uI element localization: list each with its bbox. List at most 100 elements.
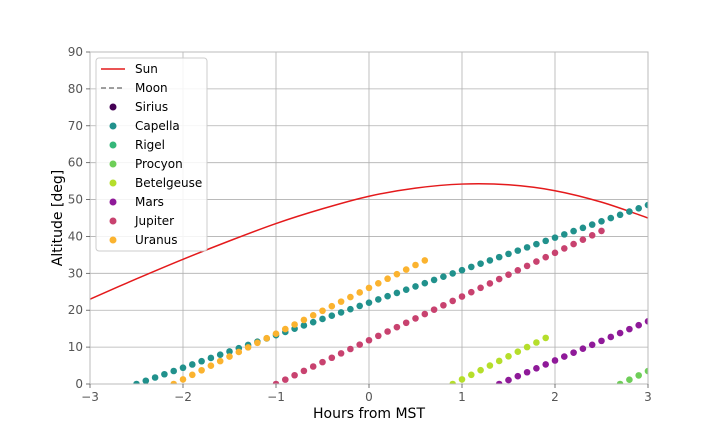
jupiter-point <box>542 253 549 261</box>
capella-point <box>412 283 419 290</box>
jupiter-point <box>291 371 298 379</box>
jupiter-point <box>561 245 568 252</box>
legend-swatch-capella <box>109 122 117 130</box>
capella-point <box>161 370 168 378</box>
legend-label-procyon: Procyon <box>135 157 183 171</box>
capella-point <box>179 364 187 372</box>
capella-point <box>551 234 559 241</box>
capella-point <box>449 270 457 277</box>
y-tick-label: 20 <box>68 303 83 317</box>
capella-point <box>616 211 624 219</box>
capella-point <box>486 257 494 264</box>
uranus-point <box>384 275 391 283</box>
capella-point <box>495 253 503 261</box>
jupiter-point <box>347 345 354 353</box>
jupiter-point <box>449 297 457 305</box>
uranus-point <box>272 330 280 337</box>
procyon-point <box>616 380 624 384</box>
y-tick-label: 40 <box>68 229 83 243</box>
uranus-point <box>365 284 373 292</box>
mars-point <box>495 380 503 384</box>
jupiter-point <box>430 306 438 313</box>
capella-point <box>598 218 605 225</box>
legend-swatch-betelgeuse <box>109 179 117 187</box>
legend-swatch-uranus <box>109 236 117 244</box>
legend-label-capella: Capella <box>135 119 180 133</box>
capella-point <box>421 279 429 287</box>
betelgeuse-point <box>505 353 512 360</box>
y-tick-label: 90 <box>68 45 83 59</box>
jupiter-point <box>570 240 577 248</box>
x-tick-label: 2 <box>551 390 559 404</box>
capella-point <box>384 292 391 300</box>
capella-point <box>402 286 410 293</box>
uranus-point <box>226 353 233 360</box>
capella-point <box>375 296 382 303</box>
capella-point <box>477 260 484 267</box>
uranus-point <box>244 344 252 351</box>
uranus-point <box>347 293 354 301</box>
mars-point <box>523 368 531 376</box>
jupiter-point <box>365 336 373 344</box>
jupiter-point <box>282 376 289 383</box>
capella-point <box>430 276 438 284</box>
jupiter-point <box>356 341 364 348</box>
capella-point <box>170 367 177 375</box>
x-tick-label: −2 <box>174 390 192 404</box>
jupiter-point <box>412 315 419 322</box>
capella-point <box>189 361 196 368</box>
x-tick-label: −1 <box>267 390 285 404</box>
uranus-point <box>300 316 308 324</box>
uranus-point <box>179 376 187 383</box>
x-tick-label: 0 <box>365 390 373 404</box>
mars-point <box>626 325 633 333</box>
y-tick-label: 30 <box>68 266 83 280</box>
y-tick-label: 70 <box>68 119 83 133</box>
jupiter-point <box>384 328 391 335</box>
mars-point <box>533 365 540 372</box>
capella-point <box>579 224 587 232</box>
uranus-point <box>282 325 289 333</box>
capella-point <box>216 351 224 359</box>
capella-point <box>542 237 549 245</box>
jupiter-point <box>300 367 308 375</box>
capella-point <box>356 302 364 310</box>
jupiter-point <box>486 280 494 287</box>
jupiter-point <box>477 284 484 292</box>
capella-point <box>198 357 205 365</box>
uranus-point <box>309 312 317 319</box>
legend-swatch-procyon <box>109 160 117 168</box>
uranus-point <box>412 261 419 269</box>
capella-point <box>635 205 642 212</box>
capella-point <box>328 312 336 319</box>
jupiter-point <box>375 332 382 340</box>
jupiter-point <box>505 271 512 278</box>
jupiter-point <box>393 323 401 331</box>
mars-point <box>607 333 615 341</box>
capella-point <box>142 377 150 384</box>
jupiter-point <box>533 258 540 265</box>
capella-point <box>570 227 577 235</box>
capella-point <box>588 221 596 228</box>
legend-swatch-sirius <box>109 103 117 111</box>
uranus-point <box>319 307 326 315</box>
legend: Sun Moon Sirius Capella Rigel Procyon Betelgeu… <box>95 57 208 252</box>
mars-point <box>616 329 624 337</box>
capella-point <box>151 374 159 381</box>
uranus-point <box>235 348 243 356</box>
jupiter-point <box>337 350 345 357</box>
uranus-point <box>216 357 224 365</box>
legend-label-uranus: Uranus <box>135 233 178 247</box>
procyon-point <box>644 367 648 375</box>
mars-point <box>644 317 648 325</box>
uranus-point <box>291 321 298 328</box>
betelgeuse-point <box>523 343 531 351</box>
uranus-point <box>328 302 336 310</box>
legend-label-mars: Mars <box>135 195 164 209</box>
legend-label-rigel: Rigel <box>135 138 165 152</box>
capella-point <box>319 315 326 323</box>
betelgeuse-point <box>468 371 475 379</box>
capella-point <box>468 263 475 271</box>
jupiter-point <box>523 262 531 270</box>
